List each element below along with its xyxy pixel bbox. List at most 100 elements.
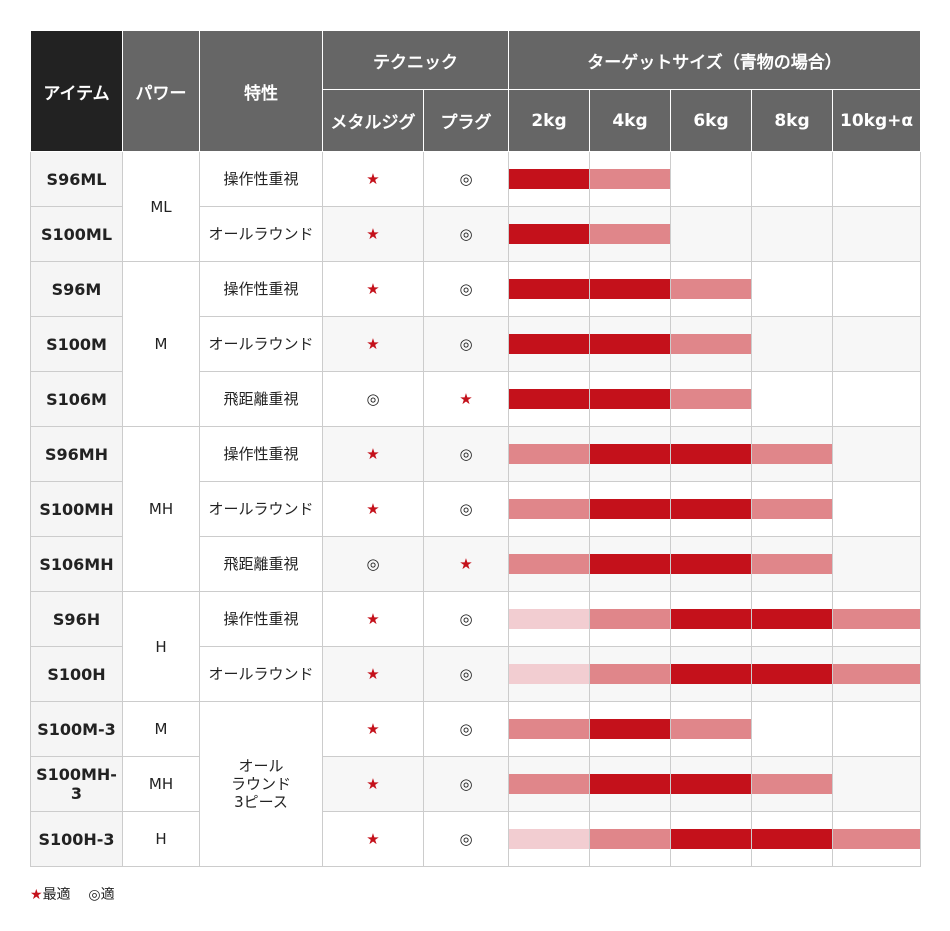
- size-cell-6kg: [670, 261, 752, 317]
- plug-rating: ◎: [423, 316, 509, 372]
- size-cell-10kg+α: [831, 261, 922, 317]
- size-cell-4kg: [589, 206, 671, 262]
- table-row: S106MH 飛距離重視 ◎ ★: [30, 536, 922, 592]
- header-feature: 特性: [199, 30, 323, 152]
- size-cell-2kg: [508, 811, 590, 867]
- power-cell: MH: [122, 756, 200, 812]
- size-cell-8kg: [751, 426, 833, 482]
- suitability-bar-level-3: [590, 774, 670, 794]
- size-cell-8kg: [751, 591, 833, 647]
- legend: ★最適 ◎適: [30, 884, 115, 904]
- feature-cell: オールラウンド: [199, 316, 323, 372]
- size-cell-8kg: [751, 481, 833, 537]
- item-name: S96MH: [30, 426, 123, 482]
- size-cell-10kg+α: [831, 536, 922, 592]
- suitability-bar-level-2: [671, 334, 751, 354]
- item-name: S100H: [30, 646, 123, 702]
- size-cell-2kg: [508, 426, 590, 482]
- size-cell-8kg: [751, 811, 833, 867]
- suitability-bar-level-2: [752, 499, 832, 519]
- suitability-bar-level-3: [671, 609, 751, 629]
- star-icon: ★: [30, 887, 43, 903]
- plug-rating: ◎: [423, 811, 509, 867]
- size-cell-10kg+α: [831, 646, 922, 702]
- metal-jig-rating: ★: [322, 206, 424, 262]
- plug-rating: ◎: [423, 426, 509, 482]
- table-row: S100MH-3 MH ★ ◎: [30, 756, 922, 812]
- size-cell-2kg: [508, 756, 590, 812]
- metal-jig-rating: ★: [322, 591, 424, 647]
- size-cell-2kg: [508, 481, 590, 537]
- size-cell-6kg: [670, 646, 752, 702]
- size-cell-6kg: [670, 316, 752, 372]
- feature-cell: 操作性重視: [199, 591, 323, 647]
- suitability-bar-level-2: [833, 664, 921, 684]
- feature-cell: 飛距離重視: [199, 371, 323, 427]
- size-cell-10kg+α: [831, 591, 922, 647]
- suitability-bar-level-3: [752, 609, 832, 629]
- size-cell-8kg: [751, 206, 833, 262]
- size-cell-8kg: [751, 151, 833, 207]
- item-name: S100H-3: [30, 811, 123, 867]
- size-cell-10kg+α: [831, 756, 922, 812]
- size-cell-4kg: [589, 316, 671, 372]
- feature-cell: オール ラウンド 3ピース: [199, 701, 323, 867]
- suitability-bar-level-2: [671, 389, 751, 409]
- metal-jig-rating: ★: [322, 426, 424, 482]
- table-row: S100M オールラウンド ★ ◎: [30, 316, 922, 372]
- size-cell-8kg: [751, 646, 833, 702]
- item-name: S106M: [30, 371, 123, 427]
- size-cell-2kg: [508, 371, 590, 427]
- table-row: S100H-3 H ★ ◎: [30, 811, 922, 867]
- suitability-bar-level-3: [590, 719, 670, 739]
- feature-cell: オールラウンド: [199, 646, 323, 702]
- size-cell-6kg: [670, 426, 752, 482]
- plug-rating: ◎: [423, 646, 509, 702]
- size-cell-2kg: [508, 591, 590, 647]
- metal-jig-rating: ★: [322, 811, 424, 867]
- size-cell-8kg: [751, 536, 833, 592]
- size-cell-8kg: [751, 756, 833, 812]
- item-name: S96ML: [30, 151, 123, 207]
- size-cell-10kg+α: [831, 316, 922, 372]
- suitability-bar-level-3: [509, 169, 589, 189]
- suitability-bar-level-2: [752, 444, 832, 464]
- suitability-bar-level-3: [509, 279, 589, 299]
- size-cell-10kg+α: [831, 701, 922, 757]
- table-row: S100M-3 M オール ラウンド 3ピース ★ ◎: [30, 701, 922, 867]
- power-cell: ML: [122, 151, 200, 262]
- size-cell-4kg: [589, 701, 671, 757]
- suitability-bar-level-2: [833, 609, 921, 629]
- suitability-bar-level-3: [590, 499, 670, 519]
- header-metal-jig: メタルジグ: [322, 89, 424, 152]
- suitability-bar-level-1: [509, 664, 589, 684]
- header-item: アイテム: [30, 30, 123, 152]
- table-row: S96H H 操作性重視 ★ ◎: [30, 591, 922, 702]
- legend-good: 適: [100, 887, 115, 903]
- metal-jig-rating: ★: [322, 261, 424, 317]
- header-size: 8kg: [751, 89, 833, 152]
- size-cell-2kg: [508, 206, 590, 262]
- suitability-bar-level-2: [752, 554, 832, 574]
- plug-rating: ◎: [423, 206, 509, 262]
- size-cell-6kg: [670, 811, 752, 867]
- metal-jig-rating: ★: [322, 481, 424, 537]
- suitability-bar-level-2: [509, 774, 589, 794]
- size-cell-6kg: [670, 371, 752, 427]
- metal-jig-rating: ★: [322, 646, 424, 702]
- table-row: S100ML オールラウンド ★ ◎: [30, 206, 922, 262]
- suitability-bar-level-2: [590, 664, 670, 684]
- size-cell-6kg: [670, 756, 752, 812]
- plug-rating: ◎: [423, 481, 509, 537]
- metal-jig-rating: ★: [322, 756, 424, 812]
- suitability-bar-level-3: [671, 664, 751, 684]
- plug-rating: ◎: [423, 261, 509, 317]
- spec-table: アイテム パワー 特性 テクニック ターゲットサイズ（青物の場合） メタルジグ …: [30, 30, 922, 867]
- size-cell-8kg: [751, 316, 833, 372]
- suitability-bar-level-2: [671, 719, 751, 739]
- header-power: パワー: [122, 30, 200, 152]
- feature-cell: オールラウンド: [199, 206, 323, 262]
- size-cell-2kg: [508, 646, 590, 702]
- metal-jig-rating: ★: [322, 316, 424, 372]
- size-cell-4kg: [589, 426, 671, 482]
